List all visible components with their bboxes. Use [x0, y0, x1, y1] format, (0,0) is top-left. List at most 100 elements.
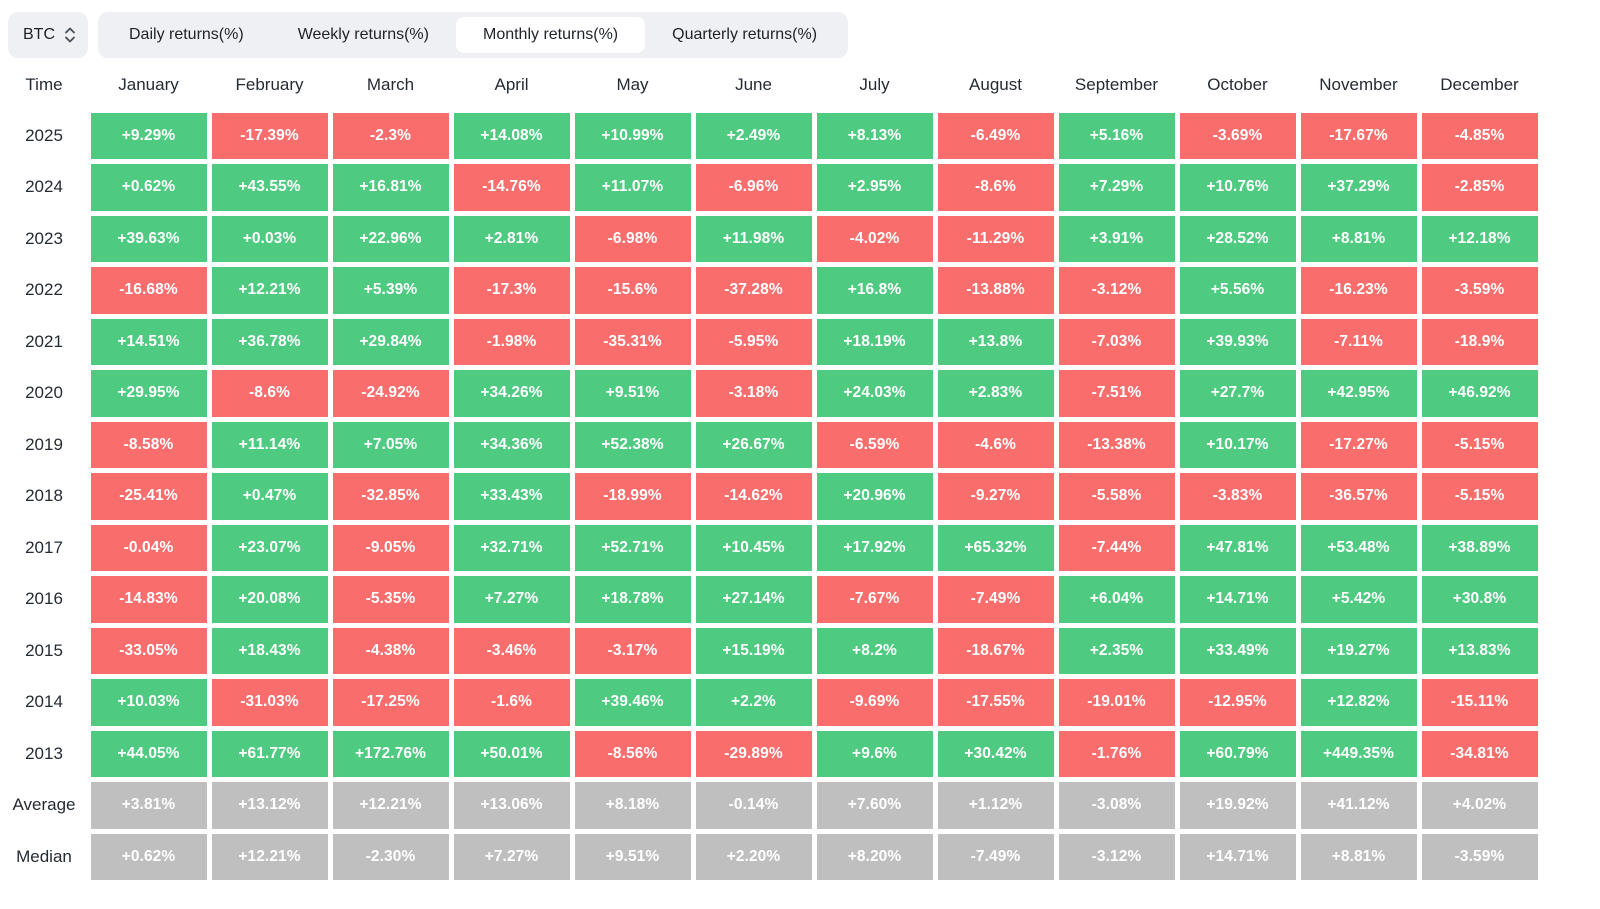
column-header-time: Time	[25, 75, 63, 94]
return-cell-2019-september: -13.38%	[1058, 421, 1175, 468]
row-label-2016: 2016	[25, 589, 63, 609]
return-cell-2013-september: -1.76%	[1058, 730, 1175, 777]
return-cell-2023-september: +3.91%	[1058, 215, 1175, 262]
return-cell-2025-march: -2.3%	[332, 112, 449, 159]
return-cell-2014-april: -1.6%	[453, 679, 570, 726]
return-cell-2020-february: -8.6%	[211, 370, 328, 417]
row-label-2022: 2022	[25, 280, 63, 300]
return-cell-2015-september: +2.35%	[1058, 627, 1175, 674]
row-label-2020: 2020	[25, 383, 63, 403]
return-cell-2013-february: +61.77%	[211, 730, 328, 777]
return-cell-2015-march: -4.38%	[332, 627, 449, 674]
return-cell-2013-july: +9.6%	[816, 730, 933, 777]
asset-select[interactable]: BTC	[8, 12, 88, 58]
tab-quarterly-returns[interactable]: Quarterly returns(%)	[672, 26, 818, 43]
return-cell-average-october: +19.92%	[1179, 782, 1296, 829]
column-header-january: January	[118, 75, 179, 94]
return-cell-2025-june: +2.49%	[695, 112, 812, 159]
return-cell-2016-september: +6.04%	[1058, 576, 1175, 623]
return-cell-2025-january: +9.29%	[90, 112, 207, 159]
return-cell-2022-january: -16.68%	[90, 267, 207, 314]
return-cell-2024-december: -2.85%	[1421, 164, 1538, 211]
return-cell-median-january: +0.62%	[90, 833, 207, 880]
return-cell-2018-november: -36.57%	[1300, 473, 1417, 520]
return-cell-2016-may: +18.78%	[574, 576, 691, 623]
return-cell-2021-december: -18.9%	[1421, 318, 1538, 365]
return-cell-2017-march: -9.05%	[332, 524, 449, 571]
return-cell-2024-november: +37.29%	[1300, 164, 1417, 211]
return-cell-2022-july: +16.8%	[816, 267, 933, 314]
return-cell-2022-september: -3.12%	[1058, 267, 1175, 314]
return-cell-2019-may: +52.38%	[574, 421, 691, 468]
return-cell-2015-may: -3.17%	[574, 627, 691, 674]
return-cell-2016-january: -14.83%	[90, 576, 207, 623]
return-cell-2015-january: -33.05%	[90, 627, 207, 674]
return-cell-average-march: +12.21%	[332, 782, 449, 829]
row-label-average: Average	[12, 795, 76, 815]
return-cell-2015-april: -3.46%	[453, 627, 570, 674]
return-cell-2018-february: +0.47%	[211, 473, 328, 520]
return-cell-2020-april: +34.26%	[453, 370, 570, 417]
return-cell-2021-may: -35.31%	[574, 318, 691, 365]
column-header-september: September	[1074, 75, 1159, 94]
return-cell-2017-february: +23.07%	[211, 524, 328, 571]
return-cell-2019-june: +26.67%	[695, 421, 812, 468]
return-cell-2021-february: +36.78%	[211, 318, 328, 365]
return-cell-2015-june: +15.19%	[695, 627, 812, 674]
return-cell-2013-august: +30.42%	[937, 730, 1054, 777]
return-cell-2018-june: -14.62%	[695, 473, 812, 520]
return-cell-2023-july: -4.02%	[816, 215, 933, 262]
return-cell-median-june: +2.20%	[695, 833, 812, 880]
return-cell-2016-july: -7.67%	[816, 576, 933, 623]
row-label-2015: 2015	[25, 640, 63, 660]
return-cell-2023-may: -6.98%	[574, 215, 691, 262]
return-cell-2016-august: -7.49%	[937, 576, 1054, 623]
return-cell-2024-october: +10.76%	[1179, 164, 1296, 211]
return-cell-median-december: -3.59%	[1421, 833, 1538, 880]
row-label-2025: 2025	[25, 125, 63, 145]
tab-monthly-returns[interactable]: Monthly returns(%)	[455, 17, 646, 53]
return-cell-2023-january: +39.63%	[90, 215, 207, 262]
return-cell-2018-august: -9.27%	[937, 473, 1054, 520]
return-cell-2023-february: +0.03%	[211, 215, 328, 262]
return-cell-2023-june: +11.98%	[695, 215, 812, 262]
return-cell-average-january: +3.81%	[90, 782, 207, 829]
return-cell-2025-november: -17.67%	[1300, 112, 1417, 159]
return-cell-2022-august: -13.88%	[937, 267, 1054, 314]
tab-weekly-returns[interactable]: Weekly returns(%)	[297, 26, 429, 43]
return-cell-2019-january: -8.58%	[90, 421, 207, 468]
return-cell-average-april: +13.06%	[453, 782, 570, 829]
return-cell-2019-july: -6.59%	[816, 421, 933, 468]
return-cell-2013-october: +60.79%	[1179, 730, 1296, 777]
return-cell-2022-april: -17.3%	[453, 267, 570, 314]
return-cell-2021-march: +29.84%	[332, 318, 449, 365]
row-label-2023: 2023	[25, 228, 63, 248]
return-cell-2023-august: -11.29%	[937, 215, 1054, 262]
return-cell-2021-november: -7.11%	[1300, 318, 1417, 365]
return-cell-2024-february: +43.55%	[211, 164, 328, 211]
return-cell-2023-october: +28.52%	[1179, 215, 1296, 262]
return-cell-average-september: -3.08%	[1058, 782, 1175, 829]
return-cell-2015-august: -18.67%	[937, 627, 1054, 674]
return-cell-average-august: +1.12%	[937, 782, 1054, 829]
returns-period-tabs: Daily returns(%) Weekly returns(%) Month…	[98, 12, 849, 58]
return-cell-2014-march: -17.25%	[332, 679, 449, 726]
return-cell-2022-may: -15.6%	[574, 267, 691, 314]
asset-select-value: BTC	[23, 26, 55, 43]
column-header-august: August	[969, 75, 1022, 94]
return-cell-2025-may: +10.99%	[574, 112, 691, 159]
return-cell-2023-november: +8.81%	[1300, 215, 1417, 262]
return-cell-2017-january: -0.04%	[90, 524, 207, 571]
row-label-2013: 2013	[25, 743, 63, 763]
row-label-2024: 2024	[25, 177, 63, 197]
return-cell-2020-november: +42.95%	[1300, 370, 1417, 417]
tab-daily-returns[interactable]: Daily returns(%)	[129, 26, 244, 43]
return-cell-2024-january: +0.62%	[90, 164, 207, 211]
return-cell-median-may: +9.51%	[574, 833, 691, 880]
column-header-december: December	[1440, 75, 1519, 94]
return-cell-2016-march: -5.35%	[332, 576, 449, 623]
return-cell-2014-january: +10.03%	[90, 679, 207, 726]
return-cell-2019-august: -4.6%	[937, 421, 1054, 468]
return-cell-2022-november: -16.23%	[1300, 267, 1417, 314]
return-cell-2017-september: -7.44%	[1058, 524, 1175, 571]
